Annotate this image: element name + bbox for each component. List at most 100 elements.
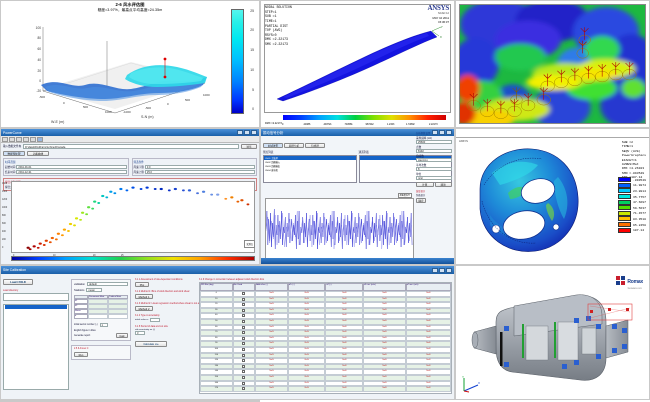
cell-value[interactable]: NaN: [363, 313, 406, 319]
powercurve-titlebar[interactable]: PowerCurve: [1, 129, 259, 136]
cell-bin-used-checkbox[interactable]: [232, 335, 256, 342]
cell-value[interactable]: NaN: [287, 335, 326, 342]
cell-value[interactable]: NaN: [363, 369, 406, 375]
cell-value[interactable]: NaN: [287, 363, 326, 370]
small-cell[interactable]: [88, 309, 108, 314]
cell-value[interactable]: NaN: [405, 307, 451, 314]
table-row[interactable]: 160 NaN NaN NaN NaN NaN: [200, 380, 451, 387]
cell-value[interactable]: NaN: [287, 313, 326, 319]
cell-bin-used-checkbox[interactable]: [232, 374, 256, 381]
cell-value[interactable]: NaN: [287, 341, 326, 347]
minimize-icon[interactable]: [432, 130, 438, 135]
cell-value[interactable]: NaN: [325, 318, 364, 325]
measurement-point-list[interactable]: CH01 主轴承 CH02 齿箱输入 CH03 齿箱输出 CH04 发电机: [263, 155, 357, 183]
list-item[interactable]: CH04 发电机: [265, 170, 278, 172]
analysis-buttons[interactable]: 计算 刷新: [416, 182, 452, 187]
cell-value[interactable]: NaN: [363, 363, 406, 370]
checkbox-icon[interactable]: [242, 336, 246, 340]
save-icon[interactable]: [16, 136, 22, 142]
checkbox-icon[interactable]: [242, 370, 246, 374]
signal-window-buttons[interactable]: [432, 130, 452, 135]
cell-value[interactable]: NaN: [255, 341, 288, 347]
bladed-bottom-bar[interactable]: Apply Reset New OK Cancel: [1, 400, 259, 401]
minimize-icon[interactable]: [237, 130, 243, 135]
cell-value[interactable]: NaN: [363, 380, 406, 387]
cell-value[interactable]: NaN: [363, 352, 406, 359]
wind-max-input[interactable]: 25.0: [144, 170, 255, 174]
cell-value[interactable]: NaN: [405, 386, 451, 392]
cell-value[interactable]: NaN: [287, 346, 326, 353]
cell-value[interactable]: NaN: [405, 330, 451, 336]
cell-value[interactable]: NaN: [405, 341, 451, 347]
cell-bin-used-checkbox[interactable]: [232, 291, 256, 297]
cell-value[interactable]: NaN: [287, 352, 326, 359]
cell-bin-used-checkbox[interactable]: [232, 380, 256, 387]
cell-bin-used-checkbox[interactable]: [232, 346, 256, 353]
radio-waveform[interactable]: 波形显示: [416, 191, 426, 193]
cell-bin-used-checkbox[interactable]: [232, 341, 256, 347]
cell-value[interactable]: NaN: [287, 307, 326, 314]
small-cell[interactable]: [88, 314, 108, 319]
checkbox-icon[interactable]: [242, 314, 246, 318]
zoom-icon[interactable]: [23, 136, 29, 142]
maximize-icon[interactable]: [439, 130, 445, 135]
checkbox-icon[interactable]: [242, 387, 246, 391]
table-row[interactable]: 20 NaN NaN NaN NaN NaN: [200, 302, 451, 308]
cell-value[interactable]: NaN: [255, 296, 288, 303]
checkbox-icon[interactable]: [242, 331, 246, 335]
cell-value[interactable]: NaN: [405, 380, 451, 387]
cell-value[interactable]: NaN: [287, 302, 326, 308]
cell-value[interactable]: NaN: [287, 324, 326, 331]
checkbox-icon[interactable]: [242, 308, 246, 312]
minimize-icon[interactable]: [432, 267, 438, 273]
cell-value[interactable]: NaN: [255, 358, 288, 364]
cell-value[interactable]: NaN: [325, 386, 364, 392]
pan-icon[interactable]: [30, 136, 36, 142]
cell-value[interactable]: NaN: [325, 296, 364, 303]
cell-value[interactable]: NaN: [287, 358, 326, 364]
cell-value[interactable]: NaN: [405, 318, 451, 325]
table-row[interactable]: 40 NaN NaN NaN NaN NaN: [200, 313, 451, 319]
new-icon[interactable]: [2, 136, 8, 142]
close-icon[interactable]: [251, 130, 257, 135]
cell-value[interactable]: NaN: [363, 330, 406, 336]
cell-value[interactable]: NaN: [325, 369, 364, 375]
std-uncertainty-input[interactable]: 3: [135, 331, 145, 335]
cell-value[interactable]: NaN: [255, 335, 288, 342]
table-row[interactable]: 70 NaN NaN NaN NaN NaN: [200, 330, 451, 336]
checkbox-icon[interactable]: [242, 375, 246, 379]
generate-report-checkbox[interactable]: Generate report: [74, 334, 91, 337]
annex-c-run-button[interactable]: Run: [74, 352, 88, 357]
table-row[interactable]: 120 NaN NaN NaN NaN NaN: [200, 358, 451, 364]
cell-value[interactable]: NaN: [255, 318, 288, 325]
cell-value[interactable]: NaN: [325, 313, 364, 319]
tab-spectrum[interactable]: 频谱分析: [284, 143, 304, 148]
cell-value[interactable]: NaN: [325, 335, 364, 342]
checkbox-icon[interactable]: [242, 297, 246, 301]
cell-value[interactable]: NaN: [255, 374, 288, 381]
sample-rate-input[interactable]: 25600: [416, 140, 452, 144]
cell-value[interactable]: NaN: [255, 313, 288, 319]
small-cell[interactable]: [108, 299, 128, 304]
tab-time-domain[interactable]: 时域波形: [263, 143, 283, 148]
cell-value[interactable]: NaN: [405, 291, 451, 297]
cell-value[interactable]: NaN: [405, 363, 451, 370]
cell-bin-used-checkbox[interactable]: [232, 302, 256, 308]
initial-sector-input[interactable]: 1: [99, 323, 108, 327]
checkbox-icon[interactable]: [242, 342, 246, 346]
table-row[interactable]: 90 NaN NaN NaN NaN NaN: [200, 341, 451, 347]
table-row[interactable]: 30 NaN NaN NaN NaN NaN: [200, 307, 451, 314]
cell-value[interactable]: NaN: [287, 330, 326, 336]
maximize-icon[interactable]: [244, 130, 250, 135]
signal-titlebar[interactable]: 振动信号分析: [261, 129, 454, 136]
cell-value[interactable]: NaN: [363, 324, 406, 331]
cell-value[interactable]: NaN: [325, 307, 364, 314]
cell-value[interactable]: NaN: [405, 352, 451, 359]
table-row[interactable]: 110 NaN NaN NaN NaN NaN: [200, 352, 451, 359]
cell-bin-used-checkbox[interactable]: [232, 307, 256, 314]
browse-button[interactable]: 浏览: [241, 143, 257, 149]
table-row[interactable]: 10 NaN NaN NaN NaN NaN: [200, 296, 451, 303]
points-input[interactable]: 8192: [416, 149, 452, 153]
cell-value[interactable]: NaN: [255, 307, 288, 314]
powercurve-tabs[interactable]: 数据预处理 功率曲线: [3, 151, 257, 156]
